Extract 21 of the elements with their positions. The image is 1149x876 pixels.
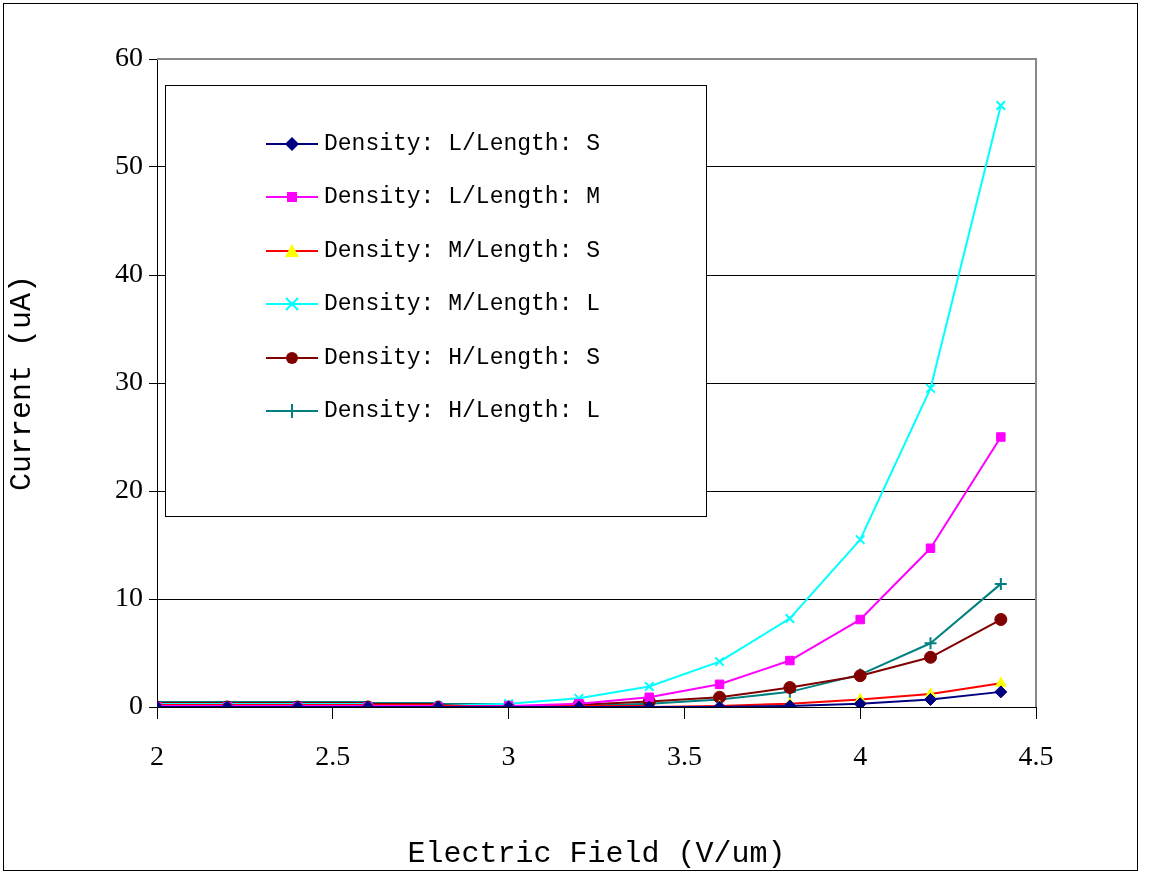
- legend-label: Density: H/Length: L: [324, 398, 601, 425]
- x-tick-label: 2: [150, 740, 164, 772]
- y-tick-label: 20: [115, 473, 143, 505]
- legend-label: Density: H/Length: S: [324, 344, 601, 371]
- x-axis-title: Electric Field (V/um): [407, 836, 786, 871]
- legend-label: Density: M/Length: L: [324, 291, 601, 318]
- x-tick-label: 3: [501, 740, 516, 772]
- y-axis-title: Current (uA): [4, 274, 39, 492]
- x-tick-label: 4.5: [1018, 740, 1054, 772]
- y-tick-label: 0: [129, 689, 143, 721]
- y-tick-label: 50: [115, 149, 143, 181]
- y-tick-label: 40: [115, 257, 143, 289]
- x-tick-label: 4: [853, 740, 868, 772]
- legend-label: Density: L/Length: M: [324, 184, 601, 211]
- x-tick-label: 2.5: [315, 740, 351, 772]
- legend-label: Density: L/Length: S: [324, 130, 601, 157]
- x-tick-label: 3.5: [666, 740, 702, 772]
- y-tick-label: 30: [115, 365, 143, 397]
- legend-label: Density: M/Length: S: [324, 237, 601, 264]
- y-tick-label: 60: [115, 41, 143, 73]
- y-tick-label: 10: [115, 581, 143, 613]
